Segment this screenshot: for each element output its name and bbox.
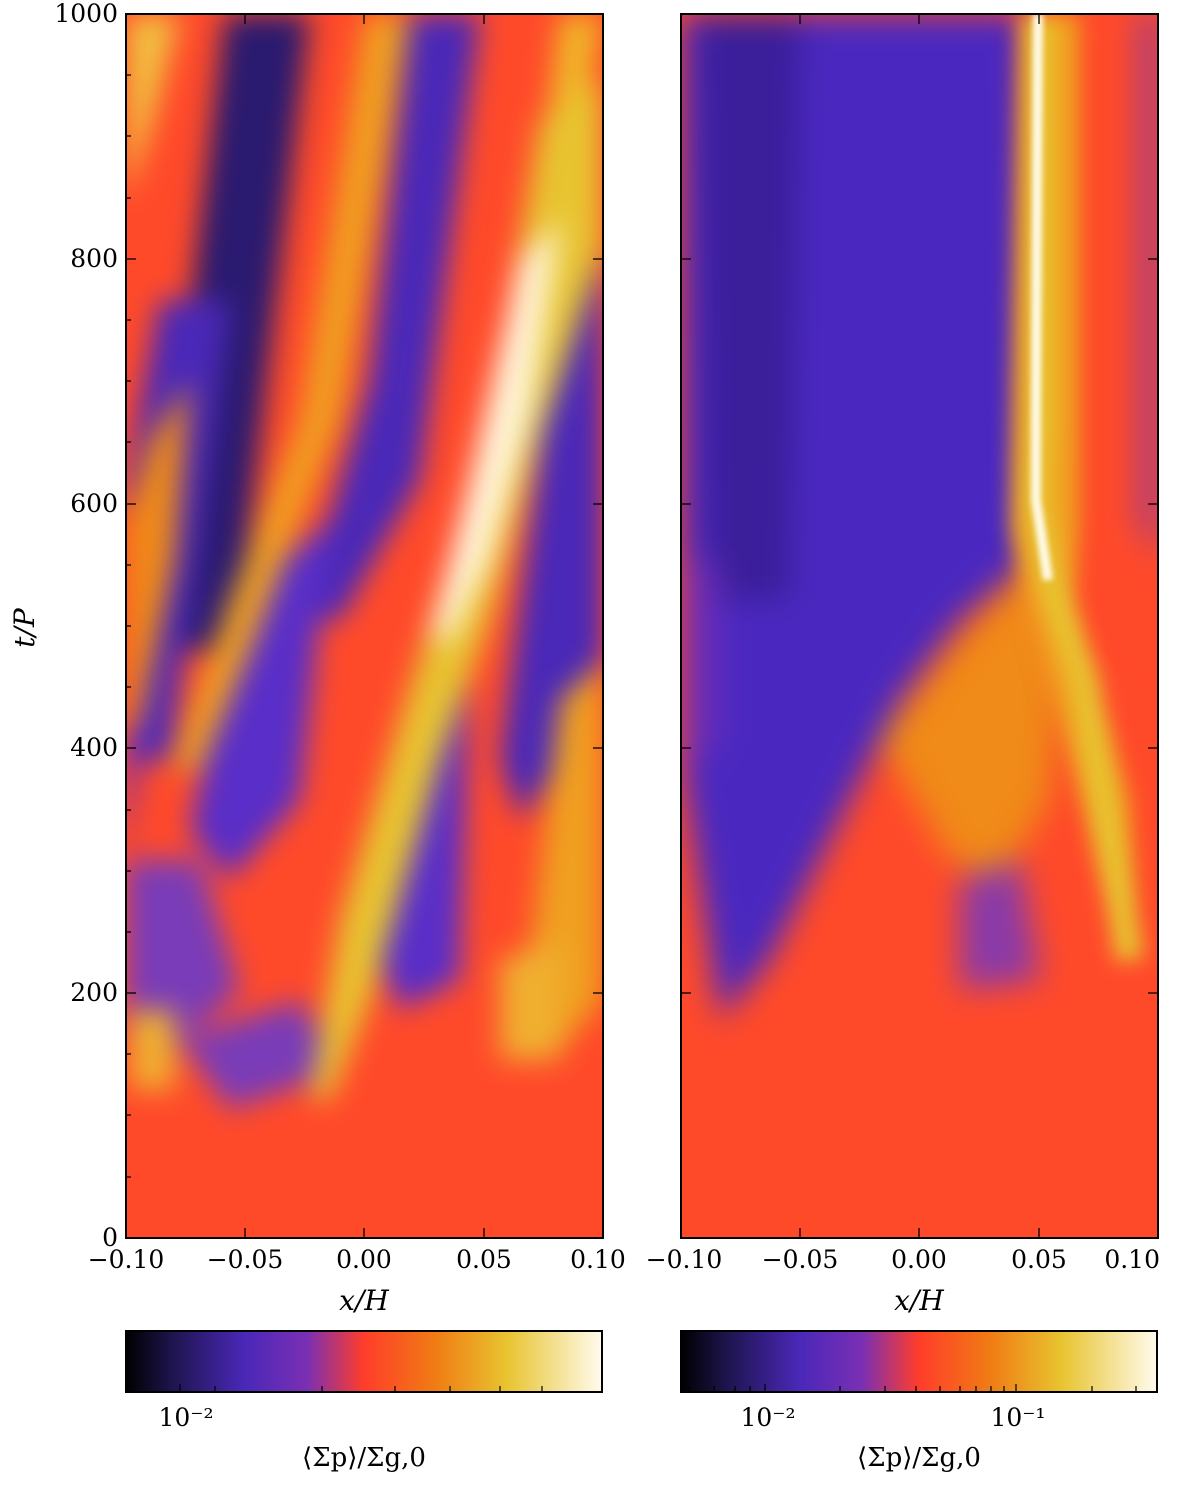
left-y-axis bbox=[126, 13, 603, 1239]
left-x-axis-label: x/H bbox=[339, 1284, 389, 1317]
right-x-tick-labels: −0.10 −0.05 0.00 0.05 0.10 bbox=[646, 1245, 1160, 1274]
right-colorbar bbox=[680, 1330, 1158, 1393]
left-heatmap bbox=[126, 14, 603, 1238]
right-colorbar-tick-label-1: 10⁻² bbox=[740, 1403, 795, 1432]
right-x-axis bbox=[799, 14, 1040, 1238]
right-colorbar-ticks bbox=[688, 1384, 1137, 1392]
right-x-axis-label: x/H bbox=[894, 1284, 944, 1317]
right-colorbar-label: ⟨Σp⟩/Σg,0 bbox=[857, 1443, 981, 1473]
left-x-tick-labels: −0.10 −0.05 0.00 0.05 0.10 bbox=[88, 1245, 626, 1274]
left-y-tick-800: 800 bbox=[70, 244, 118, 273]
left-colorbar-ticks bbox=[179, 1384, 543, 1392]
left-colorbar-label: ⟨Σp⟩/Σg,0 bbox=[302, 1443, 426, 1473]
left-y-tick-600: 600 bbox=[70, 489, 118, 518]
right-filament-core bbox=[1031, 14, 1053, 581]
left-x-tick-m010: −0.10 bbox=[88, 1245, 165, 1274]
right-x-tick-000: 0.00 bbox=[891, 1245, 947, 1274]
right-x-tick-m005: −0.05 bbox=[762, 1245, 839, 1274]
left-x-tick-010: 0.10 bbox=[570, 1245, 626, 1274]
right-heatmap-features bbox=[681, 14, 1158, 1020]
right-heatmap bbox=[681, 14, 1158, 1238]
right-x-tick-005: 0.05 bbox=[1011, 1245, 1067, 1274]
right-x-tick-010: 0.10 bbox=[1104, 1245, 1160, 1274]
right-x-tick-m010: −0.10 bbox=[646, 1245, 723, 1274]
right-colorbar-tick-label-2: 10⁻¹ bbox=[990, 1403, 1045, 1432]
left-y-tick-200: 200 bbox=[70, 978, 118, 1007]
left-y-tick-0: 0 bbox=[102, 1223, 118, 1252]
left-x-tick-m005: −0.05 bbox=[207, 1245, 284, 1274]
left-colorbar-tick-label: 10⁻² bbox=[158, 1403, 213, 1432]
left-y-axis-label: t/P bbox=[8, 607, 41, 648]
right-y-axis bbox=[681, 258, 1158, 994]
left-x-tick-005: 0.05 bbox=[456, 1245, 512, 1274]
left-colorbar bbox=[125, 1330, 603, 1393]
left-x-tick-000: 0.00 bbox=[336, 1245, 392, 1274]
left-y-tick-1000: 1000 bbox=[54, 0, 118, 28]
left-x-axis bbox=[244, 14, 485, 1238]
left-heatmap-features bbox=[126, 14, 603, 1110]
left-y-tick-400: 400 bbox=[70, 733, 118, 762]
left-y-tick-labels: 0 200 400 600 800 1000 bbox=[54, 0, 118, 1252]
